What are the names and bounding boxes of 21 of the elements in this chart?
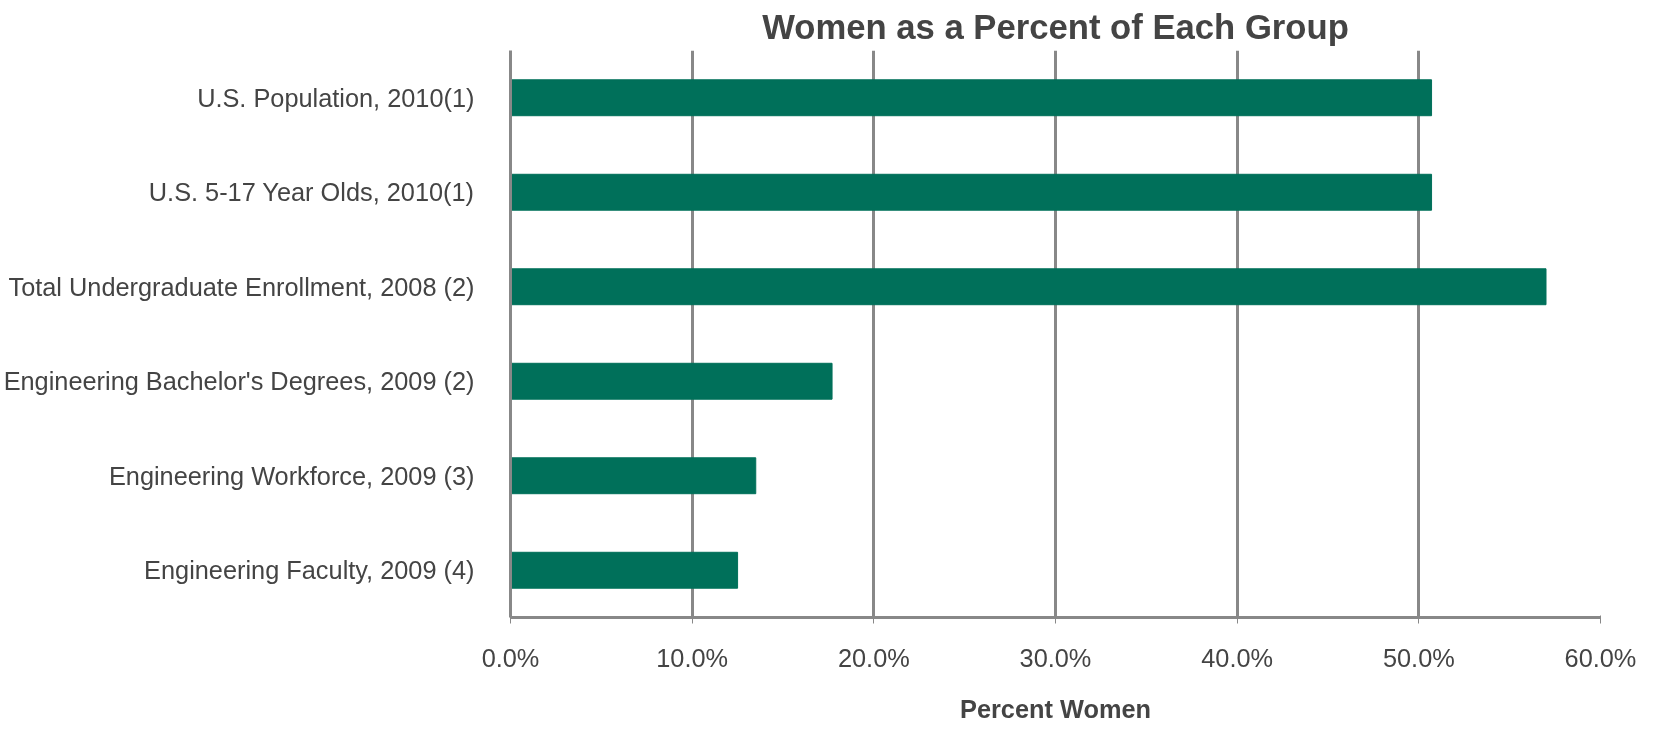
y-tick-label: U.S. Population, 2010(1) [197, 83, 475, 112]
bar [510, 268, 1547, 306]
bar [510, 457, 757, 495]
bar [510, 362, 833, 400]
x-axis-title: Percent Women [960, 694, 1151, 723]
x-tick-label: 10.0% [656, 643, 729, 672]
y-tick-label: U.S. 5-17 Year Olds, 2010(1) [148, 178, 475, 207]
bar [510, 173, 1433, 211]
x-tick-label: 20.0% [837, 643, 910, 672]
x-tick-label: 0.0% [481, 643, 540, 672]
y-tick-label: Engineering Faculty, 2009 (4) [144, 556, 475, 585]
x-tick-label: 40.0% [1201, 643, 1274, 672]
bar [510, 551, 739, 589]
x-tick-label: 50.0% [1382, 643, 1455, 672]
y-tick-label: Total Undergraduate Enrollment, 2008 (2) [8, 272, 475, 301]
y-tick-label: Engineering Bachelor's Degrees, 2009 (2) [3, 367, 475, 396]
bar [510, 79, 1433, 117]
x-tick-label: 30.0% [1019, 643, 1092, 672]
y-tick-label: Engineering Workforce, 2009 (3) [108, 461, 475, 490]
chart-title: Women as a Percent of Each Group [762, 7, 1349, 46]
x-tick-label: 60.0% [1564, 643, 1637, 672]
